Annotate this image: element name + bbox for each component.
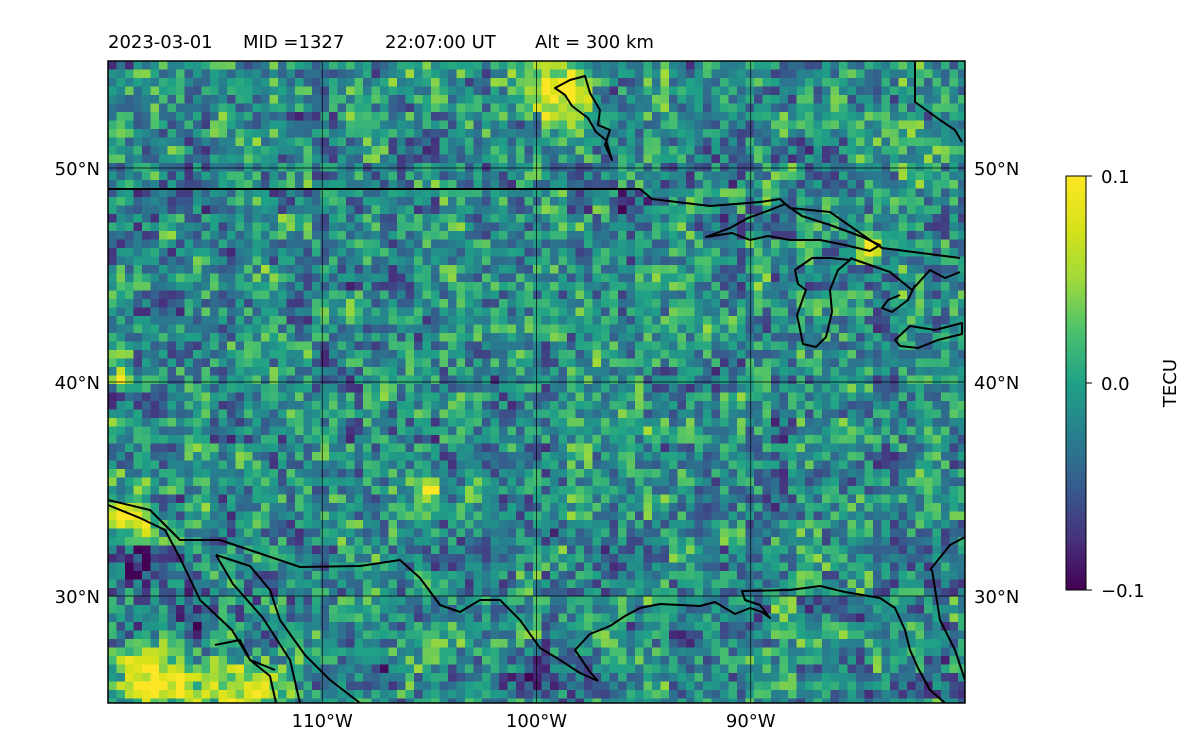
- x-tick-label: 90°W: [726, 711, 776, 732]
- y-tick-label-left: 40°N: [55, 373, 100, 394]
- colorbar-tick-label: 0.1: [1101, 167, 1130, 188]
- lake-huron: [849, 257, 961, 313]
- x-tick-label: 100°W: [506, 711, 567, 732]
- lake-erie: [894, 322, 963, 349]
- colorbar-ticks: 0.1 0.0 −0.1: [1086, 167, 1145, 602]
- y-tick-label-left: 30°N: [55, 587, 100, 608]
- baja-california: [108, 504, 361, 703]
- map-title-alt: Alt = 300 km: [535, 32, 654, 53]
- axis-tick-labels: 110°W 100°W 90°W 50°N 50°N 40°N 40°N 30°N 30°N: [55, 159, 1020, 732]
- plot-frame: [107, 60, 966, 704]
- map-title-mid: MID =1327: [243, 32, 344, 53]
- colorbar-label: TECU: [1160, 359, 1181, 408]
- grid-lines: [108, 61, 965, 703]
- tec-heatmap: [108, 61, 965, 703]
- y-tick-label-left: 50°N: [55, 159, 100, 180]
- coastlines: [108, 61, 965, 703]
- lake-michigan: [794, 257, 851, 348]
- colorbar-tick-label: −0.1: [1101, 581, 1145, 602]
- colorbar-tick-label: 0.0: [1101, 374, 1130, 395]
- map-title-time: 22:07:00 UT: [385, 32, 497, 53]
- y-tick-label-right: 50°N: [974, 159, 1019, 180]
- gulf-coast: [574, 585, 946, 703]
- us-mexico-border: [108, 499, 599, 682]
- colorbar: [1065, 175, 1087, 591]
- lake-superior: [705, 203, 881, 252]
- y-tick-label-right: 30°N: [974, 587, 1019, 608]
- hudson-bay-coast: [554, 75, 613, 161]
- x-tick-label: 110°W: [292, 711, 353, 732]
- map-title-date: 2023-03-01: [108, 32, 213, 53]
- y-tick-label-right: 40°N: [974, 373, 1019, 394]
- east-border-top: [914, 61, 963, 143]
- florida-coast: [929, 536, 965, 681]
